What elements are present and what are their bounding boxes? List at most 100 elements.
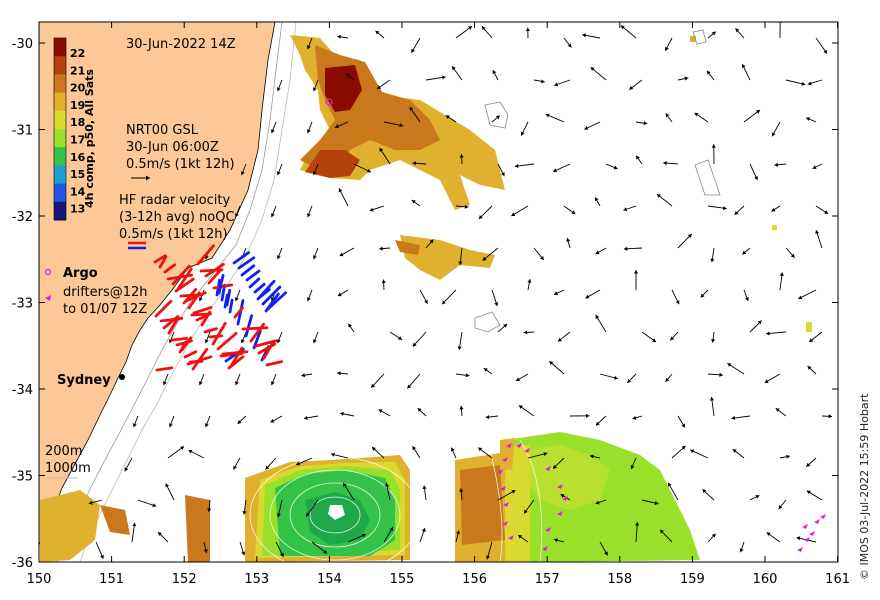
vector-arrowhead: [520, 131, 525, 136]
vector-arrowhead: [567, 43, 572, 48]
vector-arrowhead: [204, 423, 209, 428]
hf-radar-arrow: [170, 336, 189, 342]
colorbar-tick-label: 17: [70, 134, 85, 147]
x-tick-label: 151: [99, 572, 124, 587]
vector-arrowhead: [306, 297, 311, 302]
vector-arrowhead: [629, 85, 634, 90]
hf-radar-arrow: [216, 331, 238, 351]
isobath-200: [55, 22, 283, 562]
vector-arrowhead: [417, 408, 422, 412]
vector-arrowhead: [690, 449, 695, 454]
vector-arrowhead: [709, 396, 715, 401]
vector-arrowhead: [523, 509, 528, 514]
vector-arrowhead: [711, 31, 716, 36]
vector-arrowhead: [654, 500, 659, 506]
hf-radar-arrow: [233, 306, 244, 319]
vector-arrowhead: [270, 381, 275, 386]
drifter-marker: [820, 514, 826, 519]
vector-arrowhead: [801, 81, 806, 86]
land-australia: [39, 22, 276, 546]
vector-arrowhead: [659, 529, 664, 534]
hf-radar-arrow: [225, 288, 232, 307]
hf-radar-arrow: [221, 350, 249, 356]
vector-arrowhead: [523, 330, 528, 335]
vector-arrowhead: [312, 255, 317, 260]
vector-arrowhead: [560, 494, 565, 498]
vector-arrowhead: [702, 489, 707, 494]
vector-arrowhead: [306, 512, 310, 517]
vector-arrowhead: [815, 230, 820, 234]
vector-arrowhead: [549, 361, 554, 366]
vector-arrowhead: [766, 532, 771, 537]
vector-arrowhead: [459, 154, 464, 158]
vector-arrowhead: [306, 129, 311, 134]
colorbar-label: 4h comp, p50, All Sats: [83, 69, 96, 208]
vector-arrowhead: [515, 377, 520, 381]
vector-arrowhead: [566, 238, 571, 242]
vector-arrowhead: [312, 339, 317, 344]
vector-arrowhead: [518, 535, 523, 539]
vector-arrowhead: [240, 339, 245, 344]
vector-arrowhead: [585, 294, 590, 299]
drifter-marker: [502, 457, 508, 462]
vector-arrowhead: [595, 500, 600, 505]
vector-arrowhead: [495, 115, 500, 120]
drifter-marker: [503, 502, 509, 507]
vector-arrowhead: [543, 452, 548, 457]
hf-subtitle: (3-12h avg) noQC: [119, 210, 235, 225]
vector-arrowhead: [652, 338, 657, 343]
vector-arrowhead: [742, 250, 747, 255]
vector-arrowhead: [635, 522, 640, 526]
x-tick-label: 153: [244, 572, 269, 587]
x-tick-label: 161: [825, 572, 850, 587]
vector-arrowhead: [582, 33, 587, 38]
vector-arrowhead: [198, 297, 203, 302]
vector-arrowhead: [719, 372, 723, 377]
vector-arrowhead: [411, 199, 416, 204]
city-label: Sydney: [57, 373, 111, 388]
vector-arrowhead: [276, 171, 281, 176]
vector-arrowhead: [421, 528, 426, 532]
drifter-marker: [524, 448, 530, 453]
vector-arrowhead: [452, 66, 456, 71]
vector-arrowhead: [465, 373, 470, 378]
vector-arrowhead: [744, 297, 749, 301]
hf-radar-arrow: [196, 244, 215, 266]
vector-arrowhead: [764, 379, 769, 383]
vector-arrowhead: [757, 320, 762, 325]
vector-arrowhead: [389, 527, 394, 532]
hf-radar-arrow: [217, 274, 225, 295]
vector-arrowhead: [478, 447, 483, 452]
hf-radar-arrow: [158, 255, 168, 269]
drifter-marker: [516, 443, 522, 448]
y-tick-label: -35: [12, 470, 33, 485]
vector-arrowhead: [681, 423, 685, 428]
nrt-time: 30-Jun 06:00Z: [126, 140, 219, 155]
y-tick-label: -36: [12, 556, 33, 571]
vector-arrowhead: [584, 126, 589, 130]
vector-arrowhead: [554, 291, 559, 296]
argo-float-marker: [325, 98, 333, 106]
hf-radar-arrow: [244, 314, 254, 338]
colorbar-swatch: [54, 183, 66, 203]
map-title: 30-Jun-2022 14Z: [126, 37, 236, 52]
vector-arrowhead: [828, 414, 833, 419]
isobath-1000: [79, 22, 297, 562]
hf-radar-arrow: [261, 285, 282, 306]
vector-arrowhead: [180, 446, 185, 451]
hf-radar-arrow: [262, 341, 275, 360]
hf-radar-arrow: [240, 264, 256, 277]
vector-arrowhead: [735, 28, 740, 33]
vector-arrowhead: [711, 144, 716, 148]
vector-arrowhead: [237, 419, 242, 424]
vector-arrowhead: [595, 421, 600, 426]
hf-radar-arrow: [191, 347, 209, 371]
vector-arrowhead: [458, 261, 463, 266]
colorbar-swatch: [54, 74, 66, 94]
isobath-1000-label: 1000m: [45, 461, 91, 476]
x-tick-label: 160: [753, 572, 778, 587]
vector-arrowhead: [806, 490, 811, 495]
vector-arrowhead: [511, 490, 516, 494]
hf-radar-arrow: [211, 321, 227, 346]
colorbar-tick-label: 16: [70, 151, 86, 164]
